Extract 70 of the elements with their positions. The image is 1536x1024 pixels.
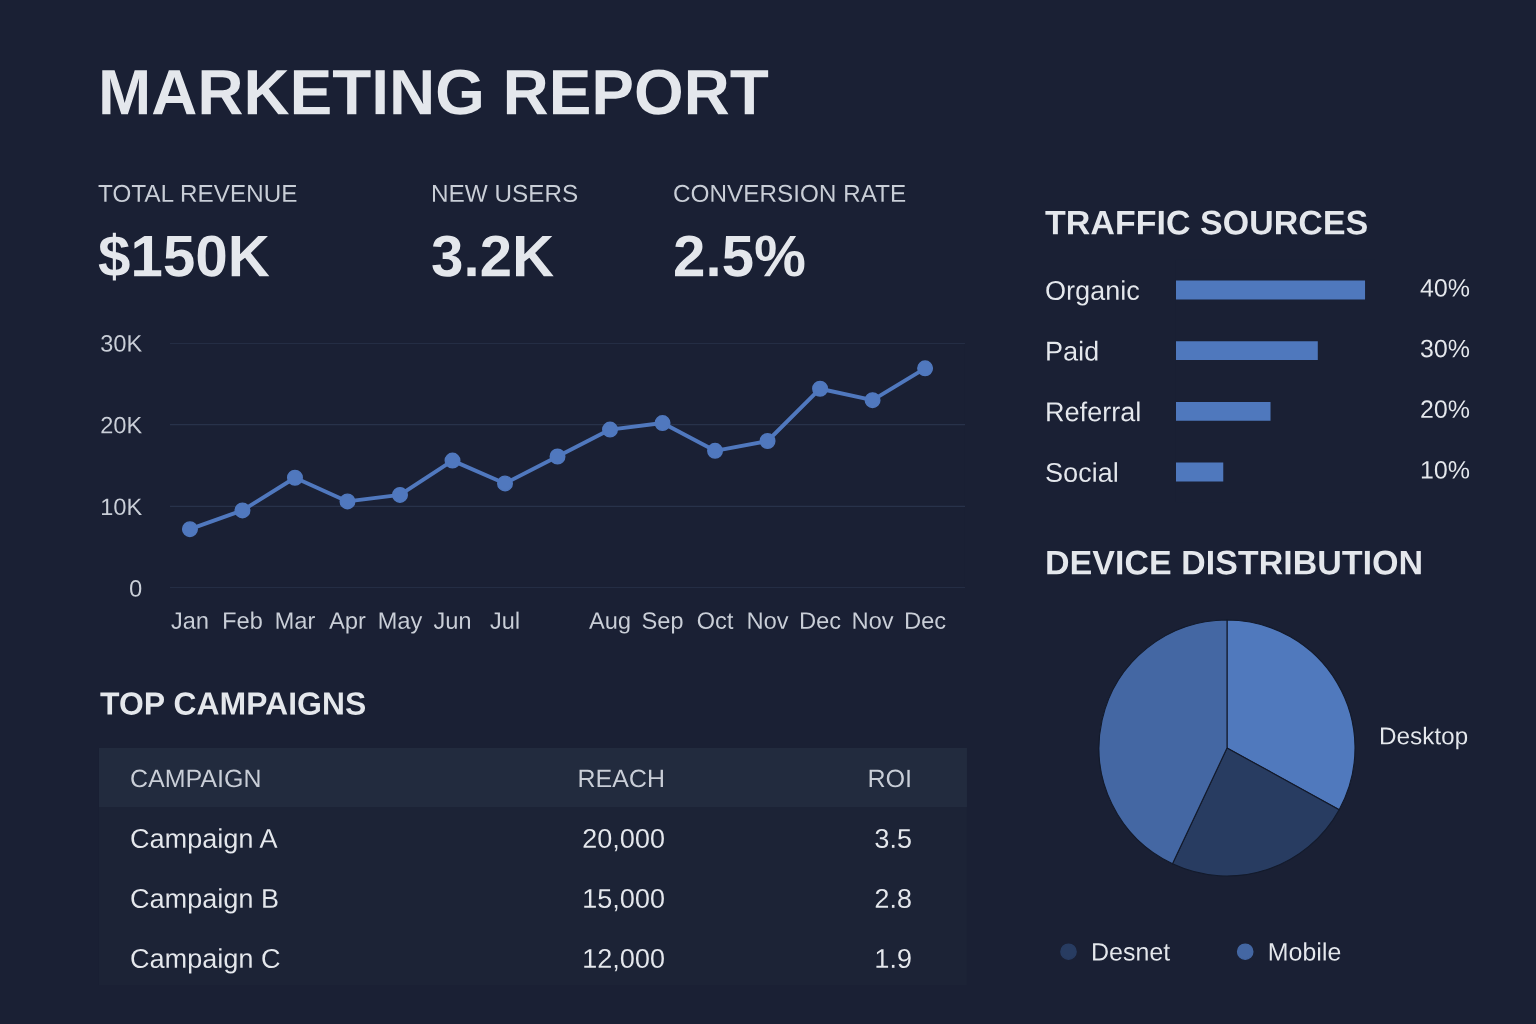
point	[812, 380, 829, 397]
text: CAMPAIGN	[131, 769, 260, 788]
point	[286, 469, 303, 486]
category-label: Campaign C	[131, 948, 280, 974]
text: TOTAL REVENUE	[98, 184, 297, 203]
y-tick-label: Referral	[1047, 401, 1140, 422]
y-tick-label: 20K	[101, 416, 142, 434]
point	[497, 475, 513, 492]
x-tick-label: Nov	[853, 612, 894, 629]
x-tick-label: Dec	[801, 612, 841, 629]
text: 3.2K	[432, 235, 554, 277]
text: ROI	[869, 769, 910, 788]
x-tick-label: Jun	[433, 612, 471, 629]
data-label: 20%	[1421, 400, 1470, 419]
x-tick-label: Oct	[697, 612, 734, 629]
point	[654, 415, 671, 432]
data-label: 20,000	[583, 828, 664, 852]
data-label: 30%	[1420, 339, 1470, 358]
data-label: 3.5	[875, 828, 911, 849]
data-label: 12,000	[584, 948, 664, 972]
point	[602, 421, 619, 438]
text: MARKETING REPORT	[102, 69, 769, 115]
legend-label: Mobile	[1269, 942, 1341, 961]
x-tick-label: Jan	[171, 612, 208, 629]
data-label: 15,000	[584, 888, 664, 912]
text: $150K	[98, 232, 270, 281]
x-tick-label: Mar	[276, 612, 315, 629]
chart-title: TRAFFIC SOURCES	[1045, 210, 1367, 235]
x-tick-label: Nov	[748, 612, 789, 629]
x-tick-label: Apr	[329, 612, 366, 634]
y-tick-label: 30K	[101, 335, 142, 352]
bar	[1176, 341, 1318, 361]
text: NEW USERS	[432, 184, 578, 203]
y-tick-label: 10K	[102, 498, 142, 516]
chart-title: DEVICE DISTRIBUTION	[1047, 550, 1421, 575]
point	[917, 360, 934, 377]
text: TOP CAMPAIGNS	[100, 692, 366, 715]
text: 2.5%	[675, 235, 805, 277]
y-tick-label: Organic	[1046, 280, 1140, 306]
x-tick-label: Feb	[224, 611, 262, 629]
point	[707, 442, 724, 459]
category-label: Campaign A	[131, 828, 278, 854]
text: REACH	[579, 769, 663, 788]
y-tick-label: Social	[1046, 462, 1117, 483]
text: CONVERSION RATE	[674, 184, 906, 203]
legend-label: Desnet	[1093, 943, 1171, 961]
data-label: 2.8	[875, 888, 911, 909]
data-label: 10%	[1421, 460, 1470, 479]
bar	[1176, 401, 1271, 421]
y-tick-label: 0	[130, 580, 142, 597]
data-label: 1.9	[876, 948, 911, 969]
bar	[1176, 462, 1224, 482]
point	[339, 493, 356, 510]
point	[549, 448, 566, 465]
x-tick-label: Jul	[490, 611, 519, 629]
bar	[1176, 280, 1366, 300]
point	[864, 392, 881, 409]
y-tick-label: Paid	[1047, 340, 1098, 361]
category-label: Campaign B	[131, 888, 278, 914]
point	[234, 502, 251, 519]
x-tick-label: May	[379, 612, 423, 634]
point	[444, 452, 461, 469]
data-label: 40%	[1420, 279, 1470, 297]
x-tick-label: Dec	[906, 612, 946, 629]
point	[759, 433, 776, 449]
slice-label: Desktop	[1380, 726, 1468, 750]
x-tick-label: Sep	[642, 612, 683, 634]
x-tick-label: Aug	[589, 612, 630, 634]
point	[181, 521, 198, 538]
point	[392, 486, 408, 503]
